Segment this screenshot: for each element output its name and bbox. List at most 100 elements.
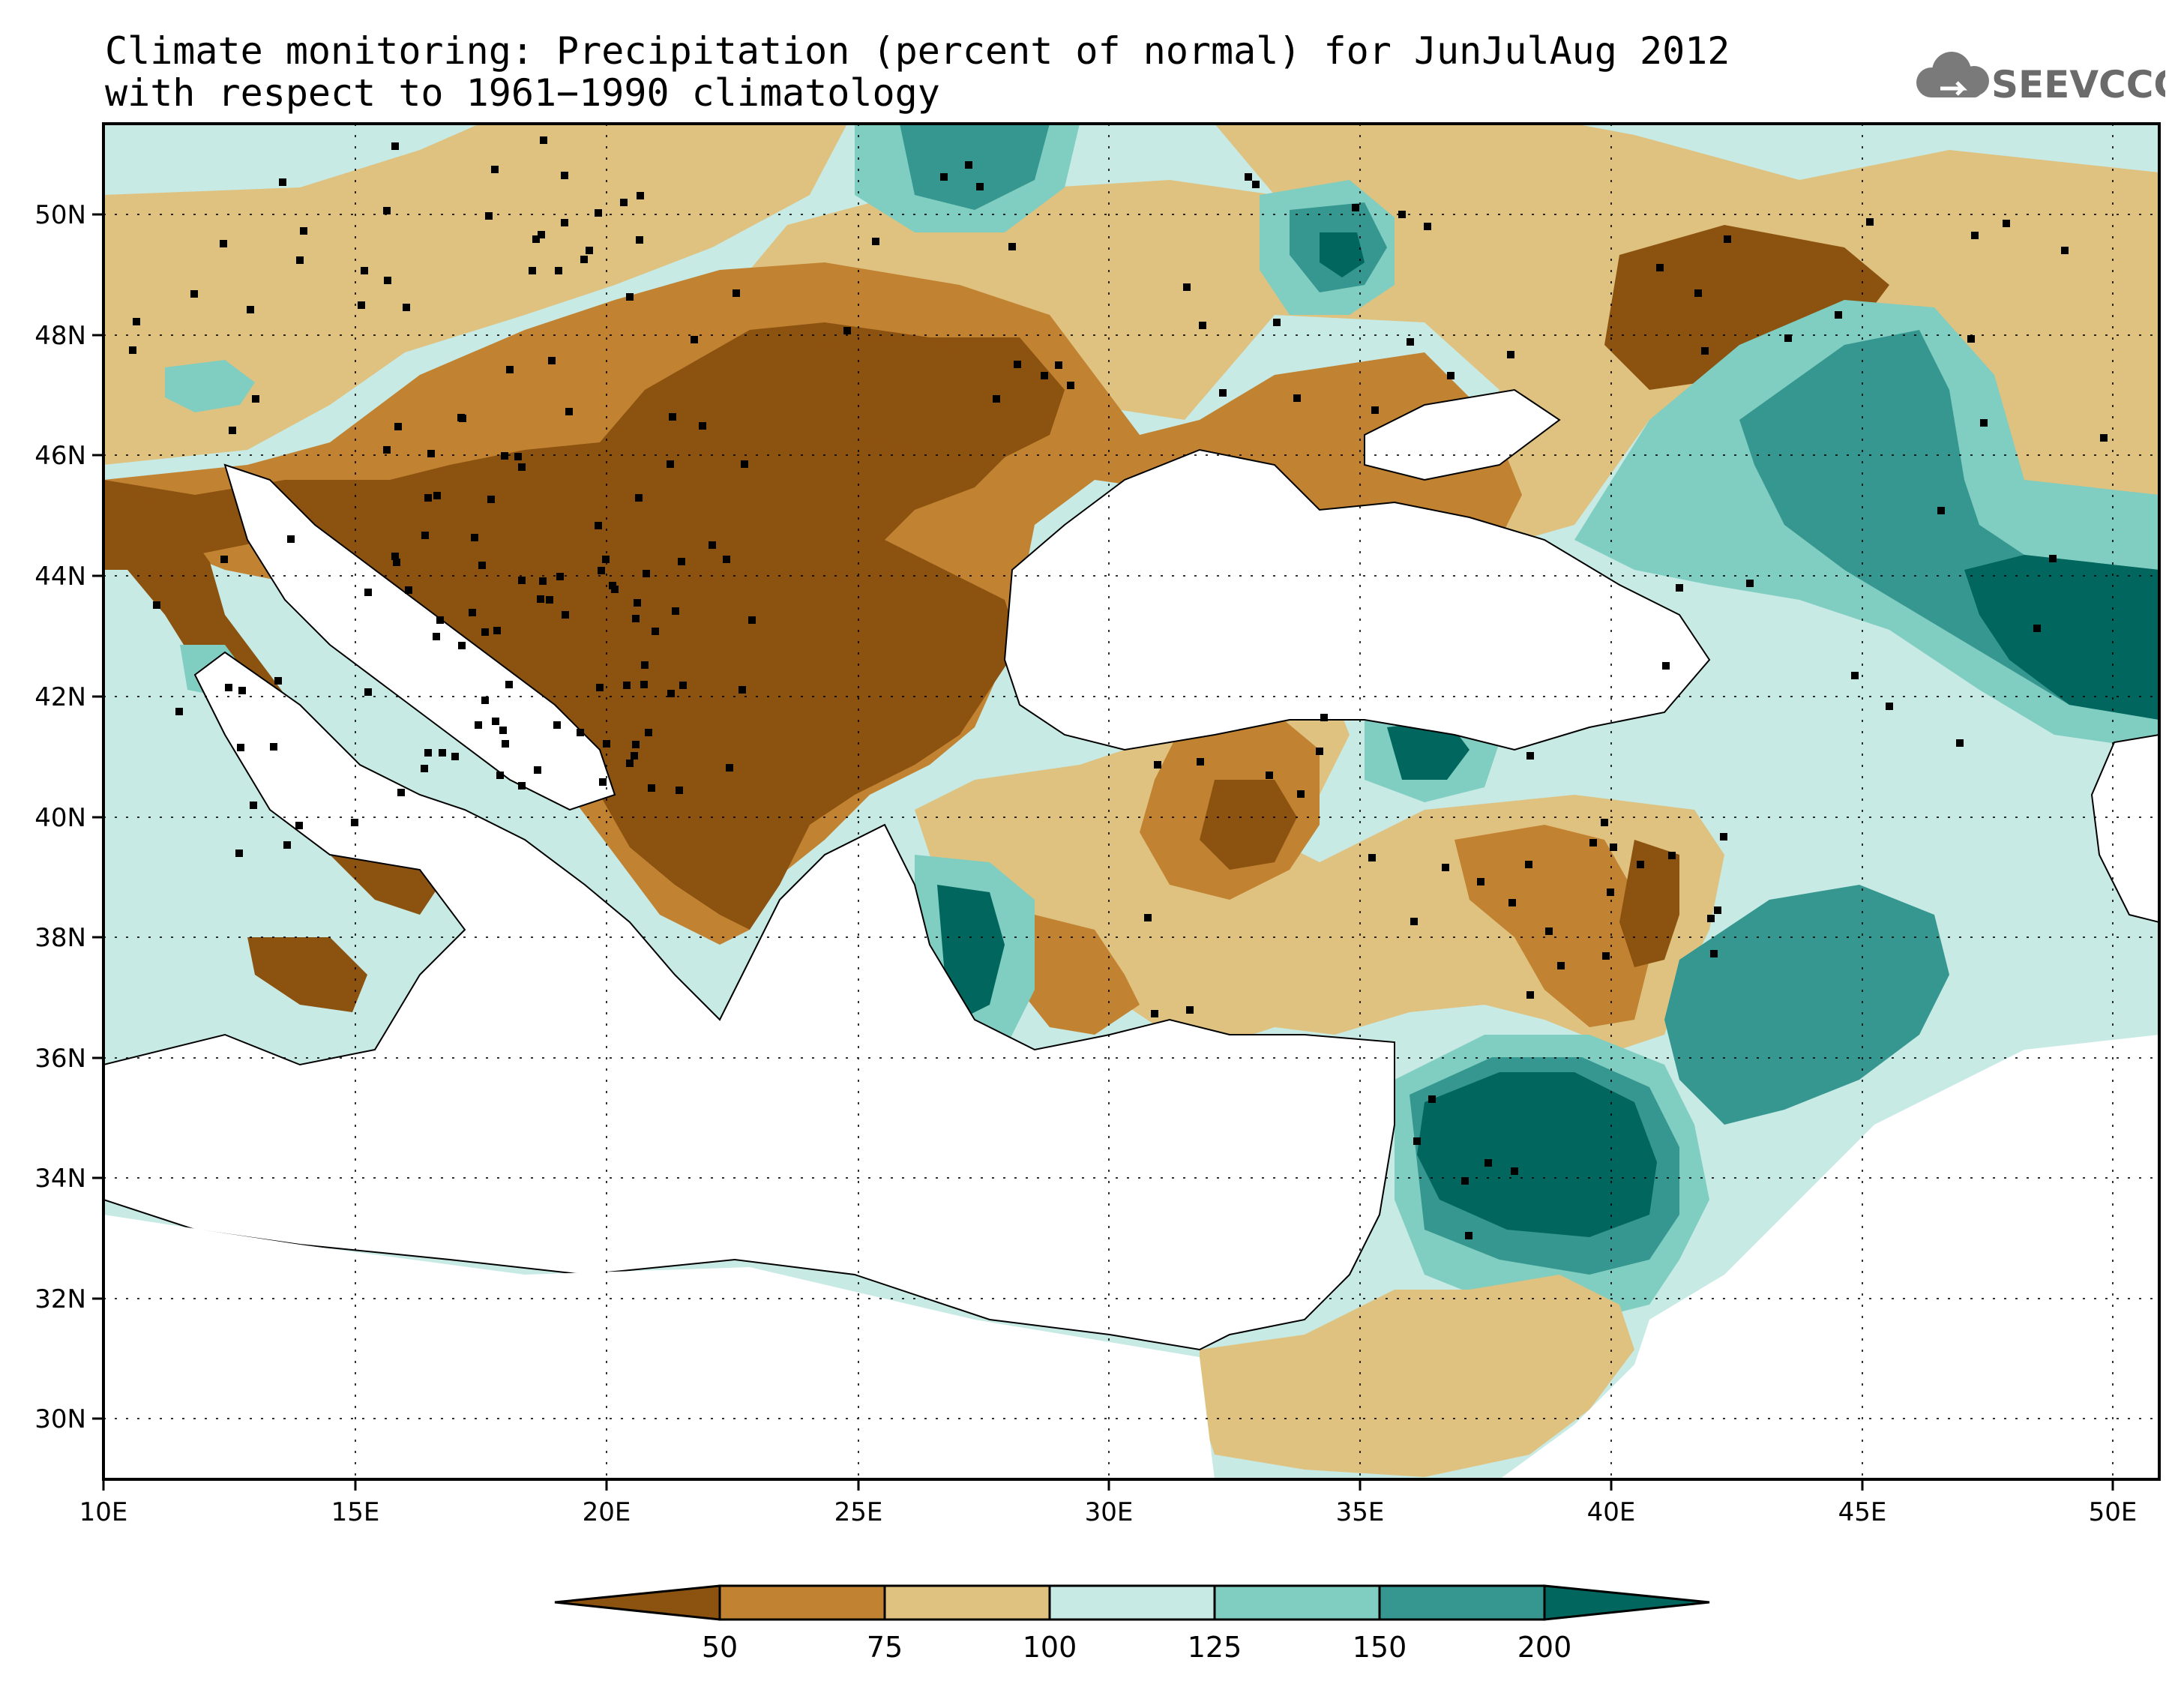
station-marker <box>153 601 160 609</box>
station-marker <box>1637 861 1644 868</box>
colorbar-label: 200 <box>1517 1631 1572 1664</box>
station-marker <box>1252 181 1260 188</box>
colorbar-swatch <box>1213 1584 1381 1621</box>
x-tick-label: 15E <box>331 1497 380 1527</box>
station-marker <box>1557 962 1565 969</box>
station-marker <box>518 782 526 790</box>
station-marker <box>645 729 652 736</box>
station-marker <box>1293 394 1301 402</box>
region-below-50-east-turkey <box>1619 840 1679 967</box>
station-marker <box>506 366 514 373</box>
station-marker <box>548 357 556 364</box>
black-sea <box>1003 448 1711 751</box>
station-marker <box>602 556 610 563</box>
station-marker <box>678 558 685 565</box>
station-marker <box>220 556 228 563</box>
station-marker <box>596 684 604 691</box>
station-marker <box>391 142 399 150</box>
station-marker <box>529 267 536 274</box>
station-marker <box>748 616 756 624</box>
station-marker <box>1461 1177 1469 1185</box>
station-marker <box>361 267 368 274</box>
station-marker <box>481 697 489 704</box>
caspian-sea <box>2090 733 2159 924</box>
station-marker <box>1662 662 1670 670</box>
station-marker <box>598 567 605 574</box>
station-marker <box>424 749 432 757</box>
station-marker <box>709 541 716 549</box>
station-marker <box>562 611 569 619</box>
station-marker <box>458 642 466 649</box>
station-marker <box>1197 758 1204 766</box>
y-tick-label: 36N <box>34 1044 86 1074</box>
station-marker <box>496 772 504 779</box>
station-marker <box>1980 419 1988 427</box>
station-marker <box>586 247 593 254</box>
region-75-100-turkey <box>915 697 1724 1050</box>
station-marker <box>492 718 499 725</box>
station-marker <box>1407 338 1414 346</box>
station-marker <box>976 183 984 190</box>
station-marker <box>295 822 303 829</box>
station-marker <box>481 628 489 636</box>
station-marker <box>1477 878 1484 885</box>
map-subtitle-line-2: with respect to 1961−1990 climatology <box>105 71 940 115</box>
station-marker <box>478 562 486 569</box>
region-75-100-north-east <box>750 124 2159 555</box>
station-marker <box>383 207 391 214</box>
station-marker <box>1601 819 1608 826</box>
sea-of-azov <box>1364 388 1561 481</box>
station-marker <box>436 616 444 624</box>
colorbar-label: 150 <box>1353 1631 1407 1664</box>
station-marker <box>518 577 526 584</box>
station-marker <box>965 161 972 169</box>
station-marker <box>1937 507 1945 514</box>
y-axis-labels: 50N 48N 46N 44N 42N 40N 38N 36N 34N 32N … <box>34 200 86 1434</box>
station-marker <box>1447 372 1455 379</box>
station-marker <box>250 802 257 809</box>
station-marker <box>1866 218 1874 226</box>
station-marker <box>538 231 545 238</box>
station-marker <box>487 496 495 503</box>
station-marker <box>631 752 638 760</box>
station-marker <box>1352 204 1359 211</box>
station-marker <box>546 596 553 604</box>
colorbar-swatch <box>1048 1584 1216 1621</box>
station-marker <box>351 819 358 826</box>
station-marker <box>1154 761 1161 769</box>
station-marker <box>637 192 644 199</box>
station-marker <box>1199 322 1206 329</box>
station-marker <box>565 408 573 415</box>
station-marker <box>2033 625 2041 632</box>
region-below-50-romania <box>810 337 1065 465</box>
station-marker <box>1041 372 1048 379</box>
station-marker <box>626 293 634 301</box>
station-marker <box>1724 235 1731 243</box>
station-marker <box>502 740 509 748</box>
station-marker <box>1320 714 1328 721</box>
station-marker <box>1886 703 1893 710</box>
station-marker <box>993 395 1000 403</box>
station-marker <box>872 238 879 245</box>
station-marker <box>1428 1095 1436 1103</box>
station-marker <box>599 778 607 786</box>
station-marker <box>1610 844 1617 851</box>
colorbar-label: 125 <box>1188 1631 1242 1664</box>
colorbar-label: 50 <box>702 1631 738 1664</box>
station-marker <box>640 681 648 688</box>
station-marker <box>1508 899 1516 906</box>
region-50-75-south-turkey <box>1020 915 1140 1035</box>
station-marker <box>403 304 410 311</box>
station-marker <box>237 744 244 751</box>
station-marker <box>229 427 236 434</box>
station-marker <box>220 240 227 247</box>
y-tick-label: 40N <box>34 803 86 833</box>
station-marker <box>1465 1232 1472 1239</box>
y-tick-label: 34N <box>34 1164 86 1194</box>
station-marker <box>667 690 675 697</box>
station-marker <box>1971 232 1979 239</box>
station-marker <box>1707 915 1715 922</box>
station-marker <box>475 721 482 729</box>
station-marker <box>235 849 243 857</box>
station-marker <box>595 209 602 217</box>
